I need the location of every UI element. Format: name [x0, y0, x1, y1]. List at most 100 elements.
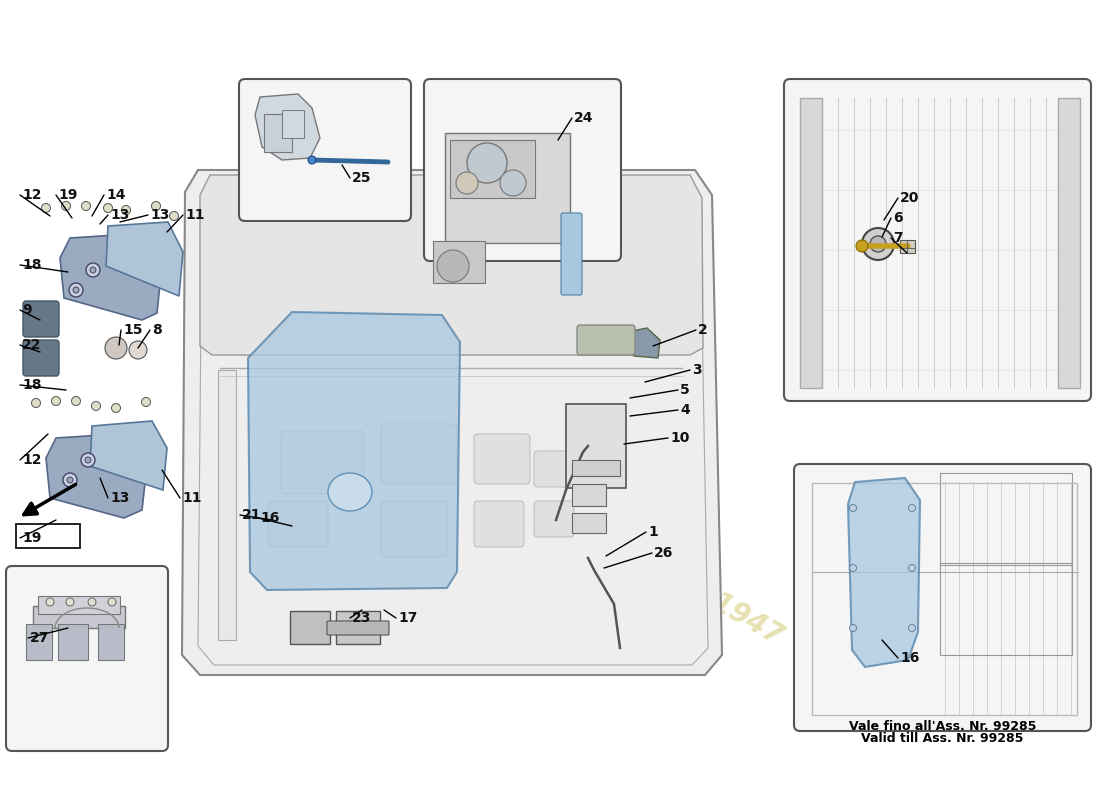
Circle shape	[103, 203, 112, 213]
FancyBboxPatch shape	[534, 501, 574, 537]
Text: 21: 21	[242, 508, 262, 522]
Circle shape	[152, 202, 161, 210]
Polygon shape	[60, 233, 163, 320]
Circle shape	[468, 143, 507, 183]
Circle shape	[870, 236, 886, 252]
Text: 22: 22	[22, 338, 42, 352]
FancyBboxPatch shape	[6, 566, 168, 751]
Polygon shape	[255, 94, 320, 160]
FancyBboxPatch shape	[424, 79, 622, 261]
Ellipse shape	[328, 473, 372, 511]
Bar	[572, 513, 606, 533]
FancyBboxPatch shape	[268, 501, 328, 547]
Circle shape	[849, 625, 857, 631]
Circle shape	[142, 398, 151, 406]
Bar	[1058, 98, 1080, 388]
Bar	[433, 241, 485, 283]
Polygon shape	[106, 222, 183, 296]
Circle shape	[46, 598, 54, 606]
Text: 19: 19	[58, 188, 77, 202]
FancyBboxPatch shape	[784, 79, 1091, 401]
Bar	[812, 483, 1077, 715]
Circle shape	[108, 598, 115, 606]
Text: 2: 2	[698, 323, 707, 337]
Text: 18: 18	[22, 378, 42, 392]
Circle shape	[909, 625, 915, 631]
Polygon shape	[90, 421, 167, 490]
Circle shape	[63, 473, 77, 487]
Bar	[16, 524, 80, 548]
Circle shape	[129, 341, 147, 359]
Bar	[39, 596, 120, 614]
Bar	[98, 624, 124, 660]
Text: 17: 17	[398, 611, 417, 625]
Text: 9: 9	[22, 303, 32, 317]
Polygon shape	[46, 433, 148, 518]
Circle shape	[862, 228, 894, 260]
Text: 15: 15	[123, 323, 143, 337]
Circle shape	[32, 398, 41, 407]
Text: 4: 4	[680, 403, 690, 417]
Text: 12: 12	[22, 188, 42, 202]
Text: 20: 20	[900, 191, 920, 205]
Circle shape	[909, 565, 915, 571]
FancyBboxPatch shape	[327, 621, 389, 635]
Circle shape	[86, 263, 100, 277]
FancyBboxPatch shape	[381, 424, 456, 484]
FancyBboxPatch shape	[474, 501, 524, 547]
Text: 19: 19	[22, 531, 42, 545]
Text: 5: 5	[680, 383, 690, 397]
Text: 7: 7	[893, 231, 903, 245]
Text: 14: 14	[106, 188, 125, 202]
Circle shape	[90, 267, 96, 273]
Circle shape	[67, 477, 73, 483]
Text: 24: 24	[574, 111, 594, 125]
Text: 3: 3	[692, 363, 702, 377]
Text: 11: 11	[185, 208, 205, 222]
Circle shape	[73, 287, 79, 293]
Bar	[572, 484, 606, 506]
Text: 25: 25	[352, 171, 372, 185]
Bar	[282, 110, 304, 138]
Circle shape	[85, 457, 91, 463]
Circle shape	[856, 240, 868, 252]
FancyBboxPatch shape	[561, 213, 582, 295]
FancyBboxPatch shape	[534, 451, 574, 487]
Text: 26: 26	[654, 546, 673, 560]
Bar	[218, 370, 236, 640]
Bar	[264, 114, 292, 152]
Text: 8: 8	[152, 323, 162, 337]
Polygon shape	[248, 312, 460, 590]
FancyBboxPatch shape	[23, 301, 59, 337]
FancyBboxPatch shape	[474, 434, 530, 484]
Text: 23: 23	[352, 611, 372, 625]
Bar	[336, 611, 380, 644]
Bar	[290, 611, 330, 644]
FancyBboxPatch shape	[578, 325, 635, 355]
Circle shape	[104, 337, 126, 359]
Bar	[446, 133, 570, 243]
Circle shape	[111, 403, 121, 413]
Text: 1: 1	[648, 525, 658, 539]
Bar	[940, 563, 1072, 655]
Text: 13: 13	[110, 208, 130, 222]
Circle shape	[52, 397, 60, 406]
Circle shape	[81, 202, 90, 210]
FancyBboxPatch shape	[381, 501, 447, 557]
Text: 13: 13	[110, 491, 130, 505]
Circle shape	[69, 283, 82, 297]
Circle shape	[121, 206, 131, 214]
Circle shape	[62, 202, 70, 210]
Bar	[940, 473, 1072, 565]
Text: 6: 6	[893, 211, 903, 225]
Circle shape	[437, 250, 469, 282]
Text: Vale fino all'Ass. Nr. 99285: Vale fino all'Ass. Nr. 99285	[849, 719, 1036, 733]
Text: 16: 16	[260, 511, 279, 525]
Bar	[450, 140, 535, 198]
Polygon shape	[182, 170, 722, 675]
Text: 13: 13	[150, 208, 169, 222]
Bar	[800, 98, 822, 388]
Circle shape	[308, 156, 316, 164]
Circle shape	[849, 505, 857, 511]
Circle shape	[42, 203, 51, 213]
